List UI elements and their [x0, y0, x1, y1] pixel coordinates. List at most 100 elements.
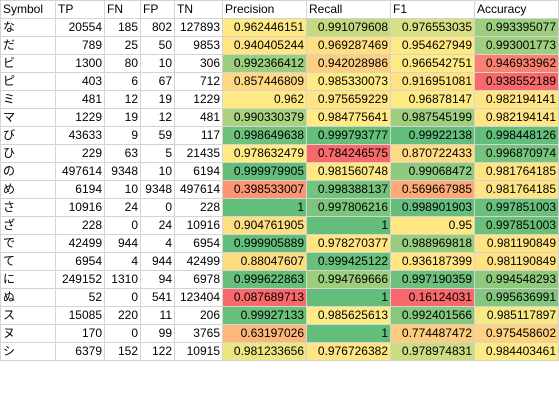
cell-recall[interactable]: 0.975659229 — [306, 90, 391, 109]
cell-precision[interactable]: 0.998649638 — [222, 126, 307, 145]
cell-precision[interactable]: 0.992366412 — [222, 54, 307, 73]
cell-fn[interactable]: 80 — [104, 54, 141, 73]
cell-f1[interactable]: 0.99068472 — [390, 162, 475, 181]
cell-precision[interactable]: 0.999622863 — [222, 270, 307, 289]
cell-fn[interactable]: 4 — [104, 252, 141, 271]
cell-tp[interactable]: 10916 — [55, 198, 105, 217]
cell-tp[interactable]: 497614 — [55, 162, 105, 181]
cell-recall[interactable]: 1 — [306, 216, 391, 235]
cell-precision[interactable]: 0.990330379 — [222, 108, 307, 127]
cell-accuracy[interactable]: 0.985117897 — [474, 306, 559, 325]
cell-f1[interactable]: 0.936187399 — [390, 252, 475, 271]
cell-f1[interactable]: 0.988969818 — [390, 234, 475, 253]
cell-fn[interactable]: 6 — [104, 72, 141, 91]
cell-f1[interactable]: 0.95 — [390, 216, 475, 235]
cell-tn[interactable]: 206 — [174, 306, 223, 325]
cell-recall[interactable]: 0.991079608 — [306, 18, 391, 37]
cell-fn[interactable]: 10 — [104, 180, 141, 199]
cell-accuracy[interactable]: 0.981764185 — [474, 162, 559, 181]
cell-precision[interactable]: 0.962 — [222, 90, 307, 109]
cell-tn[interactable]: 6954 — [174, 234, 223, 253]
cell-precision[interactable]: 0.398533007 — [222, 180, 307, 199]
column-header-recall[interactable]: Recall — [306, 0, 391, 19]
cell-f1[interactable]: 0.569667985 — [390, 180, 475, 199]
cell-fn[interactable]: 12 — [104, 90, 141, 109]
cell-fn[interactable]: 9348 — [104, 162, 141, 181]
cell-symbol[interactable]: さ — [0, 198, 56, 217]
cell-fp[interactable]: 10 — [140, 54, 175, 73]
cell-tn[interactable]: 6978 — [174, 270, 223, 289]
cell-f1[interactable]: 0.774487472 — [390, 324, 475, 343]
cell-fp[interactable]: 94 — [140, 270, 175, 289]
cell-recall[interactable]: 0.784246575 — [306, 144, 391, 163]
cell-symbol[interactable]: ミ — [0, 90, 56, 109]
column-header-precision[interactable]: Precision — [222, 0, 307, 19]
cell-tn[interactable]: 1229 — [174, 90, 223, 109]
cell-symbol[interactable]: ピ — [0, 72, 56, 91]
cell-tp[interactable]: 789 — [55, 36, 105, 55]
cell-fn[interactable]: 25 — [104, 36, 141, 55]
cell-f1[interactable]: 0.96878147 — [390, 90, 475, 109]
cell-fp[interactable]: 0 — [140, 198, 175, 217]
cell-fn[interactable]: 0 — [104, 288, 141, 307]
cell-recall[interactable]: 0.978270377 — [306, 234, 391, 253]
cell-precision[interactable]: 0.999905889 — [222, 234, 307, 253]
cell-symbol[interactable]: ひ — [0, 144, 56, 163]
cell-fp[interactable]: 122 — [140, 342, 175, 361]
cell-fp[interactable]: 19 — [140, 90, 175, 109]
cell-recall[interactable]: 0.997806216 — [306, 198, 391, 217]
cell-accuracy[interactable]: 0.997851003 — [474, 216, 559, 235]
cell-tp[interactable]: 6379 — [55, 342, 105, 361]
cell-fp[interactable]: 12 — [140, 108, 175, 127]
cell-precision[interactable]: 0.88047607 — [222, 252, 307, 271]
cell-fp[interactable]: 11 — [140, 306, 175, 325]
cell-recall[interactable]: 0.985625613 — [306, 306, 391, 325]
cell-precision[interactable]: 0.981233656 — [222, 342, 307, 361]
cell-fn[interactable]: 1310 — [104, 270, 141, 289]
cell-tn[interactable]: 127893 — [174, 18, 223, 37]
cell-f1[interactable]: 0.966542751 — [390, 54, 475, 73]
cell-precision[interactable]: 0.857446809 — [222, 72, 307, 91]
cell-fn[interactable]: 220 — [104, 306, 141, 325]
cell-fn[interactable]: 24 — [104, 198, 141, 217]
cell-tn[interactable]: 10915 — [174, 342, 223, 361]
cell-precision[interactable]: 0.99927133 — [222, 306, 307, 325]
cell-symbol[interactable]: ヌ — [0, 324, 56, 343]
cell-tn[interactable]: 481 — [174, 108, 223, 127]
cell-f1[interactable]: 0.16124031 — [390, 288, 475, 307]
cell-precision[interactable]: 0.087689713 — [222, 288, 307, 307]
cell-tp[interactable]: 481 — [55, 90, 105, 109]
cell-tp[interactable]: 42499 — [55, 234, 105, 253]
spreadsheet-grid[interactable]: Symbol TP FN FP TN Precision Recall F1 Accuracy な… — [0, 0, 559, 361]
cell-recall[interactable]: 0.969287469 — [306, 36, 391, 55]
cell-f1[interactable]: 0.99922138 — [390, 126, 475, 145]
cell-accuracy[interactable]: 0.981764185 — [474, 180, 559, 199]
cell-symbol[interactable]: で — [0, 234, 56, 253]
cell-tp[interactable]: 43633 — [55, 126, 105, 145]
cell-fn[interactable]: 63 — [104, 144, 141, 163]
cell-accuracy[interactable]: 0.996870974 — [474, 144, 559, 163]
cell-accuracy[interactable]: 0.975458602 — [474, 324, 559, 343]
cell-symbol[interactable]: て — [0, 252, 56, 271]
cell-f1[interactable]: 0.916951081 — [390, 72, 475, 91]
cell-precision[interactable]: 0.904761905 — [222, 216, 307, 235]
cell-fp[interactable]: 9348 — [140, 180, 175, 199]
cell-f1[interactable]: 0.997190359 — [390, 270, 475, 289]
cell-f1[interactable]: 0.987545199 — [390, 108, 475, 127]
cell-fn[interactable]: 0 — [104, 324, 141, 343]
cell-tp[interactable]: 15085 — [55, 306, 105, 325]
cell-fp[interactable]: 50 — [140, 36, 175, 55]
cell-symbol[interactable]: の — [0, 162, 56, 181]
cell-symbol[interactable]: ぬ — [0, 288, 56, 307]
cell-fp[interactable]: 99 — [140, 324, 175, 343]
cell-precision[interactable]: 0.940405244 — [222, 36, 307, 55]
cell-tn[interactable]: 123404 — [174, 288, 223, 307]
cell-recall[interactable]: 1 — [306, 288, 391, 307]
cell-accuracy[interactable]: 0.938552189 — [474, 72, 559, 91]
cell-tp[interactable]: 228 — [55, 216, 105, 235]
cell-fp[interactable]: 944 — [140, 252, 175, 271]
cell-tp[interactable]: 229 — [55, 144, 105, 163]
cell-tp[interactable]: 249152 — [55, 270, 105, 289]
cell-f1[interactable]: 0.998901903 — [390, 198, 475, 217]
cell-recall[interactable]: 1 — [306, 324, 391, 343]
